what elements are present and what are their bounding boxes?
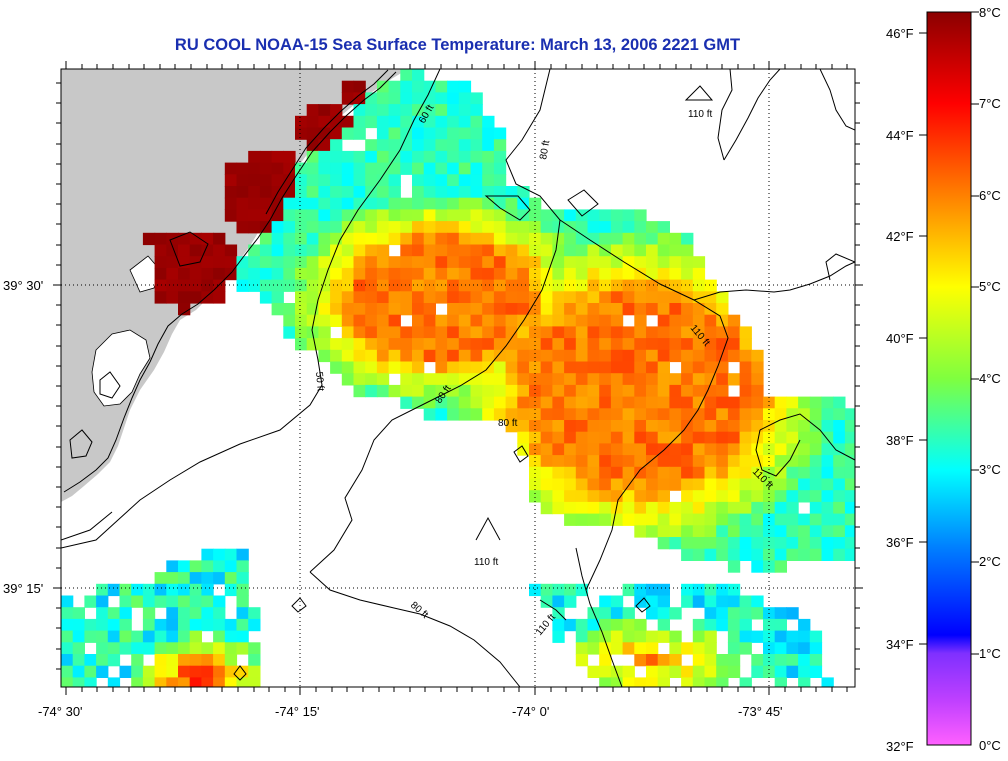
legend-c-label: 2°C [979, 554, 1001, 569]
legend-f-label: 44°F [886, 128, 914, 143]
legend-c-label: 3°C [979, 462, 1001, 477]
axis-ticks [53, 61, 863, 695]
legend-f-label: 42°F [886, 229, 914, 244]
legend-f-label: 46°F [886, 26, 914, 41]
coastline [63, 69, 397, 493]
contour-label: 110 ft [474, 557, 498, 568]
legend-f-label: 38°F [886, 433, 914, 448]
legend-colorbar [926, 11, 972, 746]
legend-c-label: 6°C [979, 188, 1001, 203]
legend-c-label: 7°C [979, 96, 1001, 111]
map-title: RU COOL NOAA-15 Sea Surface Temperature:… [174, 36, 741, 54]
legend-f-labels: 46°F 44°F 42°F 40°F 38°F 36°F 34°F 32°F [886, 26, 914, 754]
legend-c-labels: 8°C 7°C 6°C 5°C 4°C 3°C 2°C 1°C 0°C [979, 5, 1001, 753]
lon-label: -74° 30' [38, 704, 83, 719]
legend-ticks [919, 11, 979, 655]
graticule [61, 69, 855, 687]
legend-c-label: 4°C [979, 371, 1001, 386]
land-mass [61, 69, 408, 502]
lat-label: 39° 15' [3, 581, 43, 596]
map-frame [60, 68, 856, 688]
lon-label: -73° 45' [738, 704, 783, 719]
legend-c-label: 0°C [979, 738, 1001, 753]
sst-raster [61, 69, 855, 687]
lat-label: 39° 30' [3, 278, 43, 293]
lon-label: -74° 0' [512, 704, 549, 719]
depth-contours [61, 69, 855, 687]
legend-f-label: 32°F [886, 739, 914, 754]
legend-f-label: 40°F [886, 331, 914, 346]
lon-label: -74° 15' [275, 704, 320, 719]
contour-label: 80 ft [498, 418, 518, 429]
bay-water [91, 329, 151, 407]
legend-c-label: 1°C [979, 646, 1001, 661]
legend-c-label: 8°C [979, 5, 1001, 20]
contour-label: 110 ft [688, 109, 712, 120]
contour-label: 80 ft [538, 139, 552, 160]
legend-c-label: 5°C [979, 279, 1001, 294]
legend-f-label: 34°F [886, 637, 914, 652]
contour-label: 50 ft [313, 371, 326, 392]
legend-f-label: 36°F [886, 535, 914, 550]
